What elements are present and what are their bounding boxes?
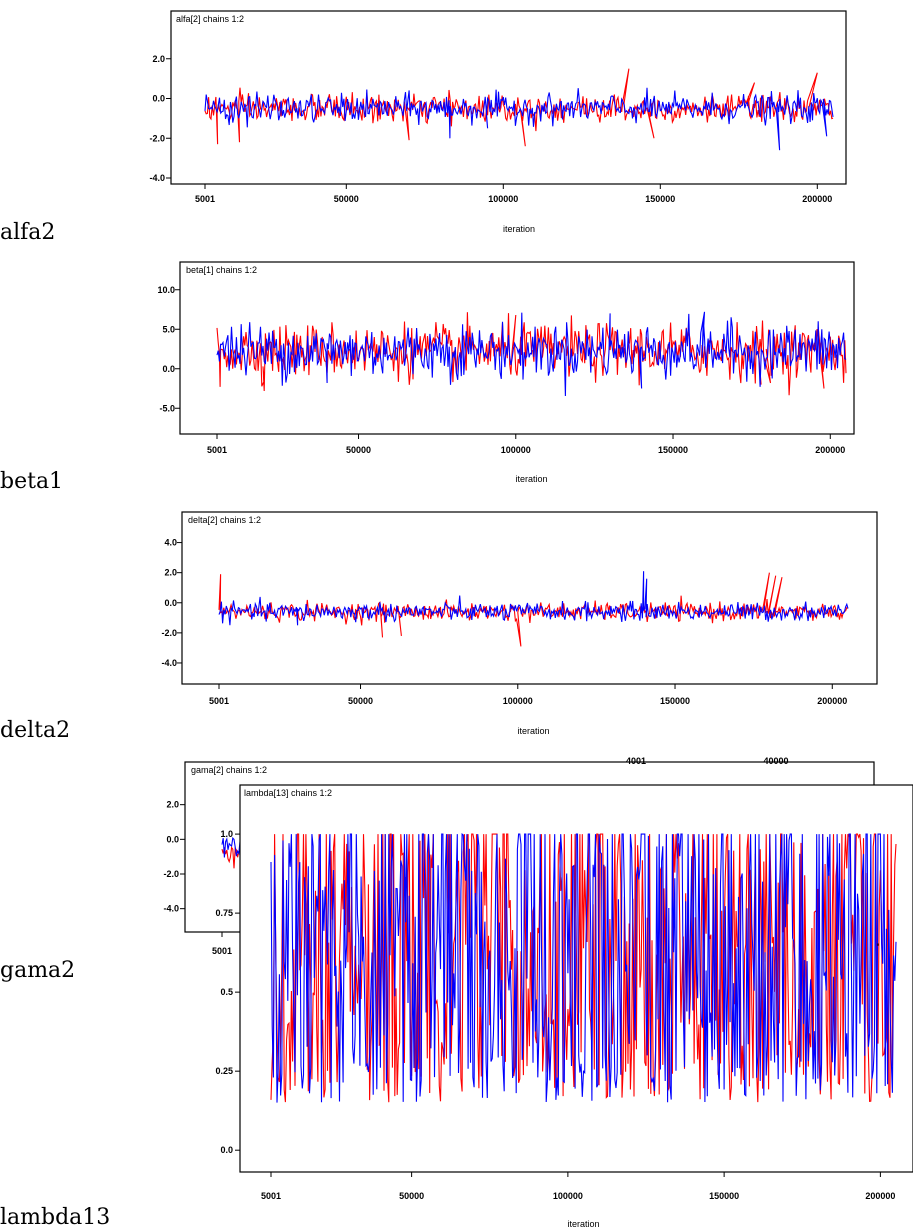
y-tick-label: -2.0 bbox=[161, 628, 177, 638]
plot-title: beta[1] chains 1:2 bbox=[186, 265, 257, 275]
x-tick-label: 150000 bbox=[658, 445, 688, 455]
y-tick-label: -2.0 bbox=[163, 869, 179, 879]
side-label-gama2: gama2 bbox=[0, 958, 76, 983]
x-tick-label: 5001 bbox=[209, 696, 229, 706]
y-tick-label: 0.0 bbox=[152, 94, 165, 104]
x-tick-label: 100000 bbox=[488, 194, 518, 204]
x-tick-label: 5001 bbox=[207, 445, 227, 455]
trace-panel-beta1: beta[1] chains 1:2 10.0 5.0 0.0 -5.0 5001 5000… bbox=[157, 261, 855, 484]
plot-title: alfa[2] chains 1:2 bbox=[176, 14, 244, 24]
y-tick-label: 2.0 bbox=[164, 568, 177, 578]
y-tick-label: 0.5 bbox=[220, 987, 233, 997]
trace-line-chain-2 bbox=[270, 833, 897, 1103]
y-tick-label: 0.75 bbox=[215, 908, 233, 918]
trace-panel-delta2: delta[2] chains 1:2 4.0 2.0 0.0 -2.0 -4.0 5001… bbox=[161, 511, 878, 736]
x-tick-label: 5001 bbox=[195, 194, 215, 204]
y-tick-label: -4.0 bbox=[163, 904, 179, 914]
x-axis-title: iteration bbox=[503, 224, 535, 234]
y-tick-label: 4.0 bbox=[164, 538, 177, 548]
plot-frame bbox=[170, 10, 847, 185]
plot-title: delta[2] chains 1:2 bbox=[188, 515, 261, 525]
x-tick-label: 50000 bbox=[348, 696, 373, 706]
y-tick-label: -4.0 bbox=[149, 173, 165, 183]
x-tick-label: 200000 bbox=[865, 1191, 895, 1201]
plot-title: gama[2] chains 1:2 bbox=[191, 765, 267, 775]
plot-title: lambda[13] chains 1:2 bbox=[244, 788, 332, 798]
x-tick-label: 100000 bbox=[553, 1191, 583, 1201]
trace-panel-lambda13: lambda[13] chains 1:2 1.0 0.75 0.5 0.25 0.0 50… bbox=[215, 784, 913, 1229]
side-label-beta1: beta1 bbox=[0, 469, 64, 494]
y-tick-label: 2.0 bbox=[152, 54, 165, 64]
y-tick-label: 0.0 bbox=[162, 364, 175, 374]
y-tick-label: -5.0 bbox=[159, 403, 175, 413]
y-tick-label: 2.0 bbox=[166, 800, 179, 810]
x-tick-label: 150000 bbox=[660, 696, 690, 706]
trace-line-chain-2 bbox=[218, 571, 849, 626]
x-tick-label: 200000 bbox=[817, 696, 847, 706]
x-tick-label: 50000 bbox=[346, 445, 371, 455]
y-tick-label: 0.0 bbox=[164, 598, 177, 608]
trace-line-chain-2 bbox=[204, 87, 834, 151]
x-tick-label: 5001 bbox=[212, 946, 232, 956]
x-tick-label: 5001 bbox=[261, 1191, 281, 1201]
x-tick-label: 100000 bbox=[501, 445, 531, 455]
x-axis-title: iteration bbox=[567, 1219, 599, 1229]
y-tick-label: -2.0 bbox=[149, 133, 165, 143]
x-axis-title: iteration bbox=[517, 726, 549, 736]
y-tick-label: 0.25 bbox=[215, 1066, 233, 1076]
side-label-alfa2: alfa2 bbox=[0, 220, 56, 245]
stray-mark-c: ' bbox=[877, 942, 879, 952]
trace-line-chain-2 bbox=[216, 311, 847, 397]
plot-frame bbox=[181, 511, 878, 685]
x-tick-label: 200000 bbox=[815, 445, 845, 455]
x-tick-label: 200000 bbox=[802, 194, 832, 204]
x-tick-label: 50000 bbox=[399, 1191, 424, 1201]
y-tick-label: -4.0 bbox=[161, 658, 177, 668]
y-tick-label: 1.0 bbox=[220, 829, 233, 839]
y-tick-label: 5.0 bbox=[162, 324, 175, 334]
stray-mark-b: 40000 bbox=[763, 756, 788, 766]
trace-panel-alfa2: alfa[2] chains 1:2 2.0 0.0 -2.0 -4.0 5001 5000… bbox=[149, 10, 847, 234]
side-label-delta2: delta2 bbox=[0, 718, 71, 743]
x-tick-label: 150000 bbox=[645, 194, 675, 204]
y-tick-label: 10.0 bbox=[157, 285, 175, 295]
stray-mark-a: 4001 bbox=[626, 756, 646, 766]
x-tick-label: 100000 bbox=[503, 696, 533, 706]
stray-marks: 4001 40000 ' bbox=[626, 756, 879, 952]
y-tick-label: 0.0 bbox=[220, 1145, 233, 1155]
side-label-lambda13: lambda13 bbox=[0, 1205, 111, 1230]
y-tick-label: 0.0 bbox=[166, 834, 179, 844]
x-tick-label: 50000 bbox=[334, 194, 359, 204]
x-tick-label: 150000 bbox=[709, 1191, 739, 1201]
x-axis-title: iteration bbox=[515, 474, 547, 484]
